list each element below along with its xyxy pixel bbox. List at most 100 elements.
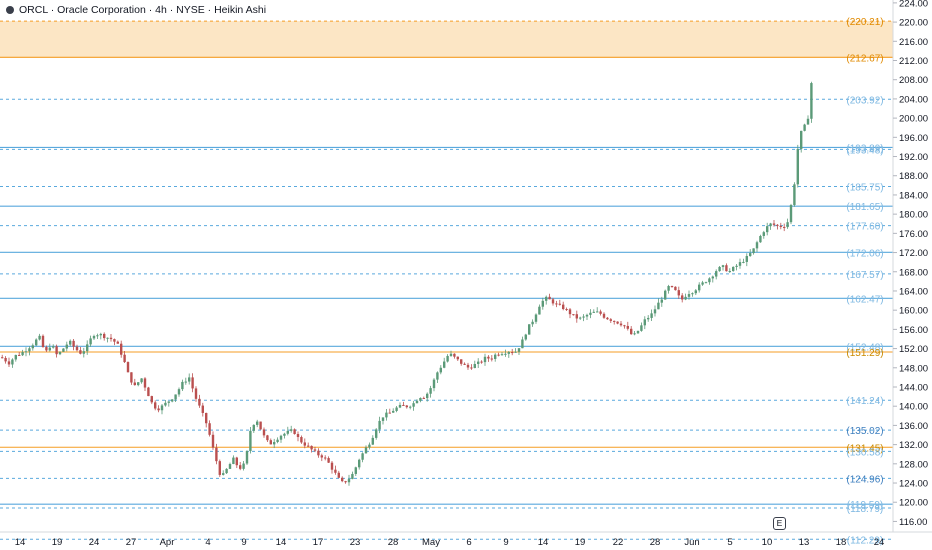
time-axis-tick-label: 10: [762, 537, 773, 548]
time-axis-tick-label: 23: [350, 537, 361, 548]
candle-up: [429, 388, 432, 394]
candle-up: [647, 317, 650, 320]
candle-down: [198, 398, 201, 406]
candle-up: [245, 451, 249, 464]
chart-legend[interactable]: ORCL · Oracle Corporation · 4h · NYSE · …: [0, 0, 273, 20]
candle-up: [504, 353, 507, 355]
candle-up: [728, 270, 731, 272]
candle-down: [157, 408, 160, 411]
candle-down: [456, 356, 459, 360]
candle-down: [18, 354, 21, 356]
price-axis-tick-label: 168.00: [899, 267, 928, 278]
candles: [1, 81, 813, 486]
candle-up: [167, 401, 170, 403]
time-axis-tick-label: 5: [727, 537, 732, 548]
price-axis-tick-label: 184.00: [899, 190, 928, 201]
candle-up: [585, 314, 589, 317]
time-axis-tick-label: 28: [650, 537, 661, 548]
candle-up: [412, 403, 415, 407]
candle-up: [793, 184, 796, 206]
candle-up: [653, 309, 657, 314]
candle-up: [449, 353, 453, 356]
candle-up: [800, 130, 803, 149]
time-axis-tick-label: 19: [52, 537, 63, 548]
candle-down: [463, 363, 466, 365]
candle-up: [28, 348, 31, 352]
candle-up: [174, 394, 177, 400]
candle-down: [154, 402, 157, 409]
candle-up: [541, 300, 544, 307]
candle-up: [232, 457, 235, 465]
time-axis-tick-label: Jun: [684, 537, 699, 548]
time-axis-tick-label: 22: [613, 537, 624, 548]
candle-down: [606, 317, 609, 320]
candle-up: [752, 248, 755, 254]
price-level-label: (112.29): [847, 535, 884, 546]
price-level-label: (212.67): [846, 53, 883, 64]
price-level-label: (177.60): [846, 222, 883, 233]
candle-down: [262, 429, 266, 436]
price-axis-tick-label: 140.00: [899, 402, 928, 413]
earnings-marker-icon[interactable]: E: [773, 517, 786, 530]
time-axis-tick-label: 13: [799, 537, 810, 548]
candle-up: [177, 389, 181, 395]
candle-up: [528, 324, 531, 335]
level-labels: (220.21) (212.67) (203.92) (193.89)(193.48)…: [846, 17, 883, 546]
price-axis[interactable]: 116.00 120.00 124.00 128.00 132.00 136.00 140.…: [893, 0, 928, 528]
candle-down: [191, 377, 194, 389]
candle-up: [184, 381, 187, 383]
price-axis-tick-label: 192.00: [899, 152, 928, 163]
candle-up: [738, 262, 742, 266]
candle-up: [766, 226, 769, 233]
price-level-label: (152.48): [846, 342, 883, 353]
candle-down: [626, 325, 629, 329]
candle-up: [711, 276, 714, 279]
candle-down: [337, 472, 340, 478]
candle-down: [259, 421, 262, 430]
price-axis-tick-label: 124.00: [899, 479, 928, 490]
candle-up: [364, 447, 368, 454]
price-level-label: (124.96): [846, 474, 883, 485]
candle-down: [327, 458, 330, 463]
candle-down: [402, 404, 405, 406]
candle-up: [514, 351, 517, 353]
candle-up: [521, 339, 524, 349]
candle-down: [599, 311, 602, 314]
price-level-label: (167.57): [846, 270, 883, 281]
candle-up: [24, 351, 28, 353]
candle-up: [749, 253, 752, 257]
candle-up: [687, 294, 691, 297]
candle-up: [256, 421, 259, 425]
time-axis-tick-label: 19: [575, 537, 586, 548]
candle-up: [92, 336, 96, 339]
time-axis[interactable]: 14 19 24 27 Apr 4 9 14 17 23 28 May 6 9 14 19 22 28 Jun 5 10…: [15, 537, 885, 548]
candle-down: [235, 457, 238, 466]
candle-down: [324, 457, 327, 459]
price-level-label: (135.02): [846, 426, 883, 437]
time-axis-tick-label: May: [422, 537, 440, 548]
candle-up: [786, 222, 789, 228]
candle-up: [534, 314, 538, 322]
candle-up: [473, 363, 476, 368]
candle-down: [575, 314, 578, 319]
candle-up: [704, 282, 708, 284]
time-axis-tick-label: 24: [874, 537, 885, 548]
candle-up: [378, 420, 381, 430]
price-level-label: (141.24): [846, 396, 883, 407]
price-axis-tick-label: 132.00: [899, 440, 928, 451]
candle-down: [296, 434, 300, 438]
candle-down: [490, 358, 493, 360]
candle-up: [589, 312, 592, 315]
candle-down: [320, 455, 323, 458]
price-axis-tick-label: 208.00: [899, 75, 928, 86]
candle-up: [643, 319, 646, 326]
candle-down: [266, 435, 269, 441]
candle-up: [358, 459, 361, 468]
candle-up: [225, 468, 228, 474]
candle-up: [701, 282, 704, 285]
candle-up: [137, 382, 140, 386]
price-axis-tick-label: 204.00: [899, 94, 928, 105]
candle-up: [38, 335, 41, 340]
candle-up: [48, 347, 51, 351]
